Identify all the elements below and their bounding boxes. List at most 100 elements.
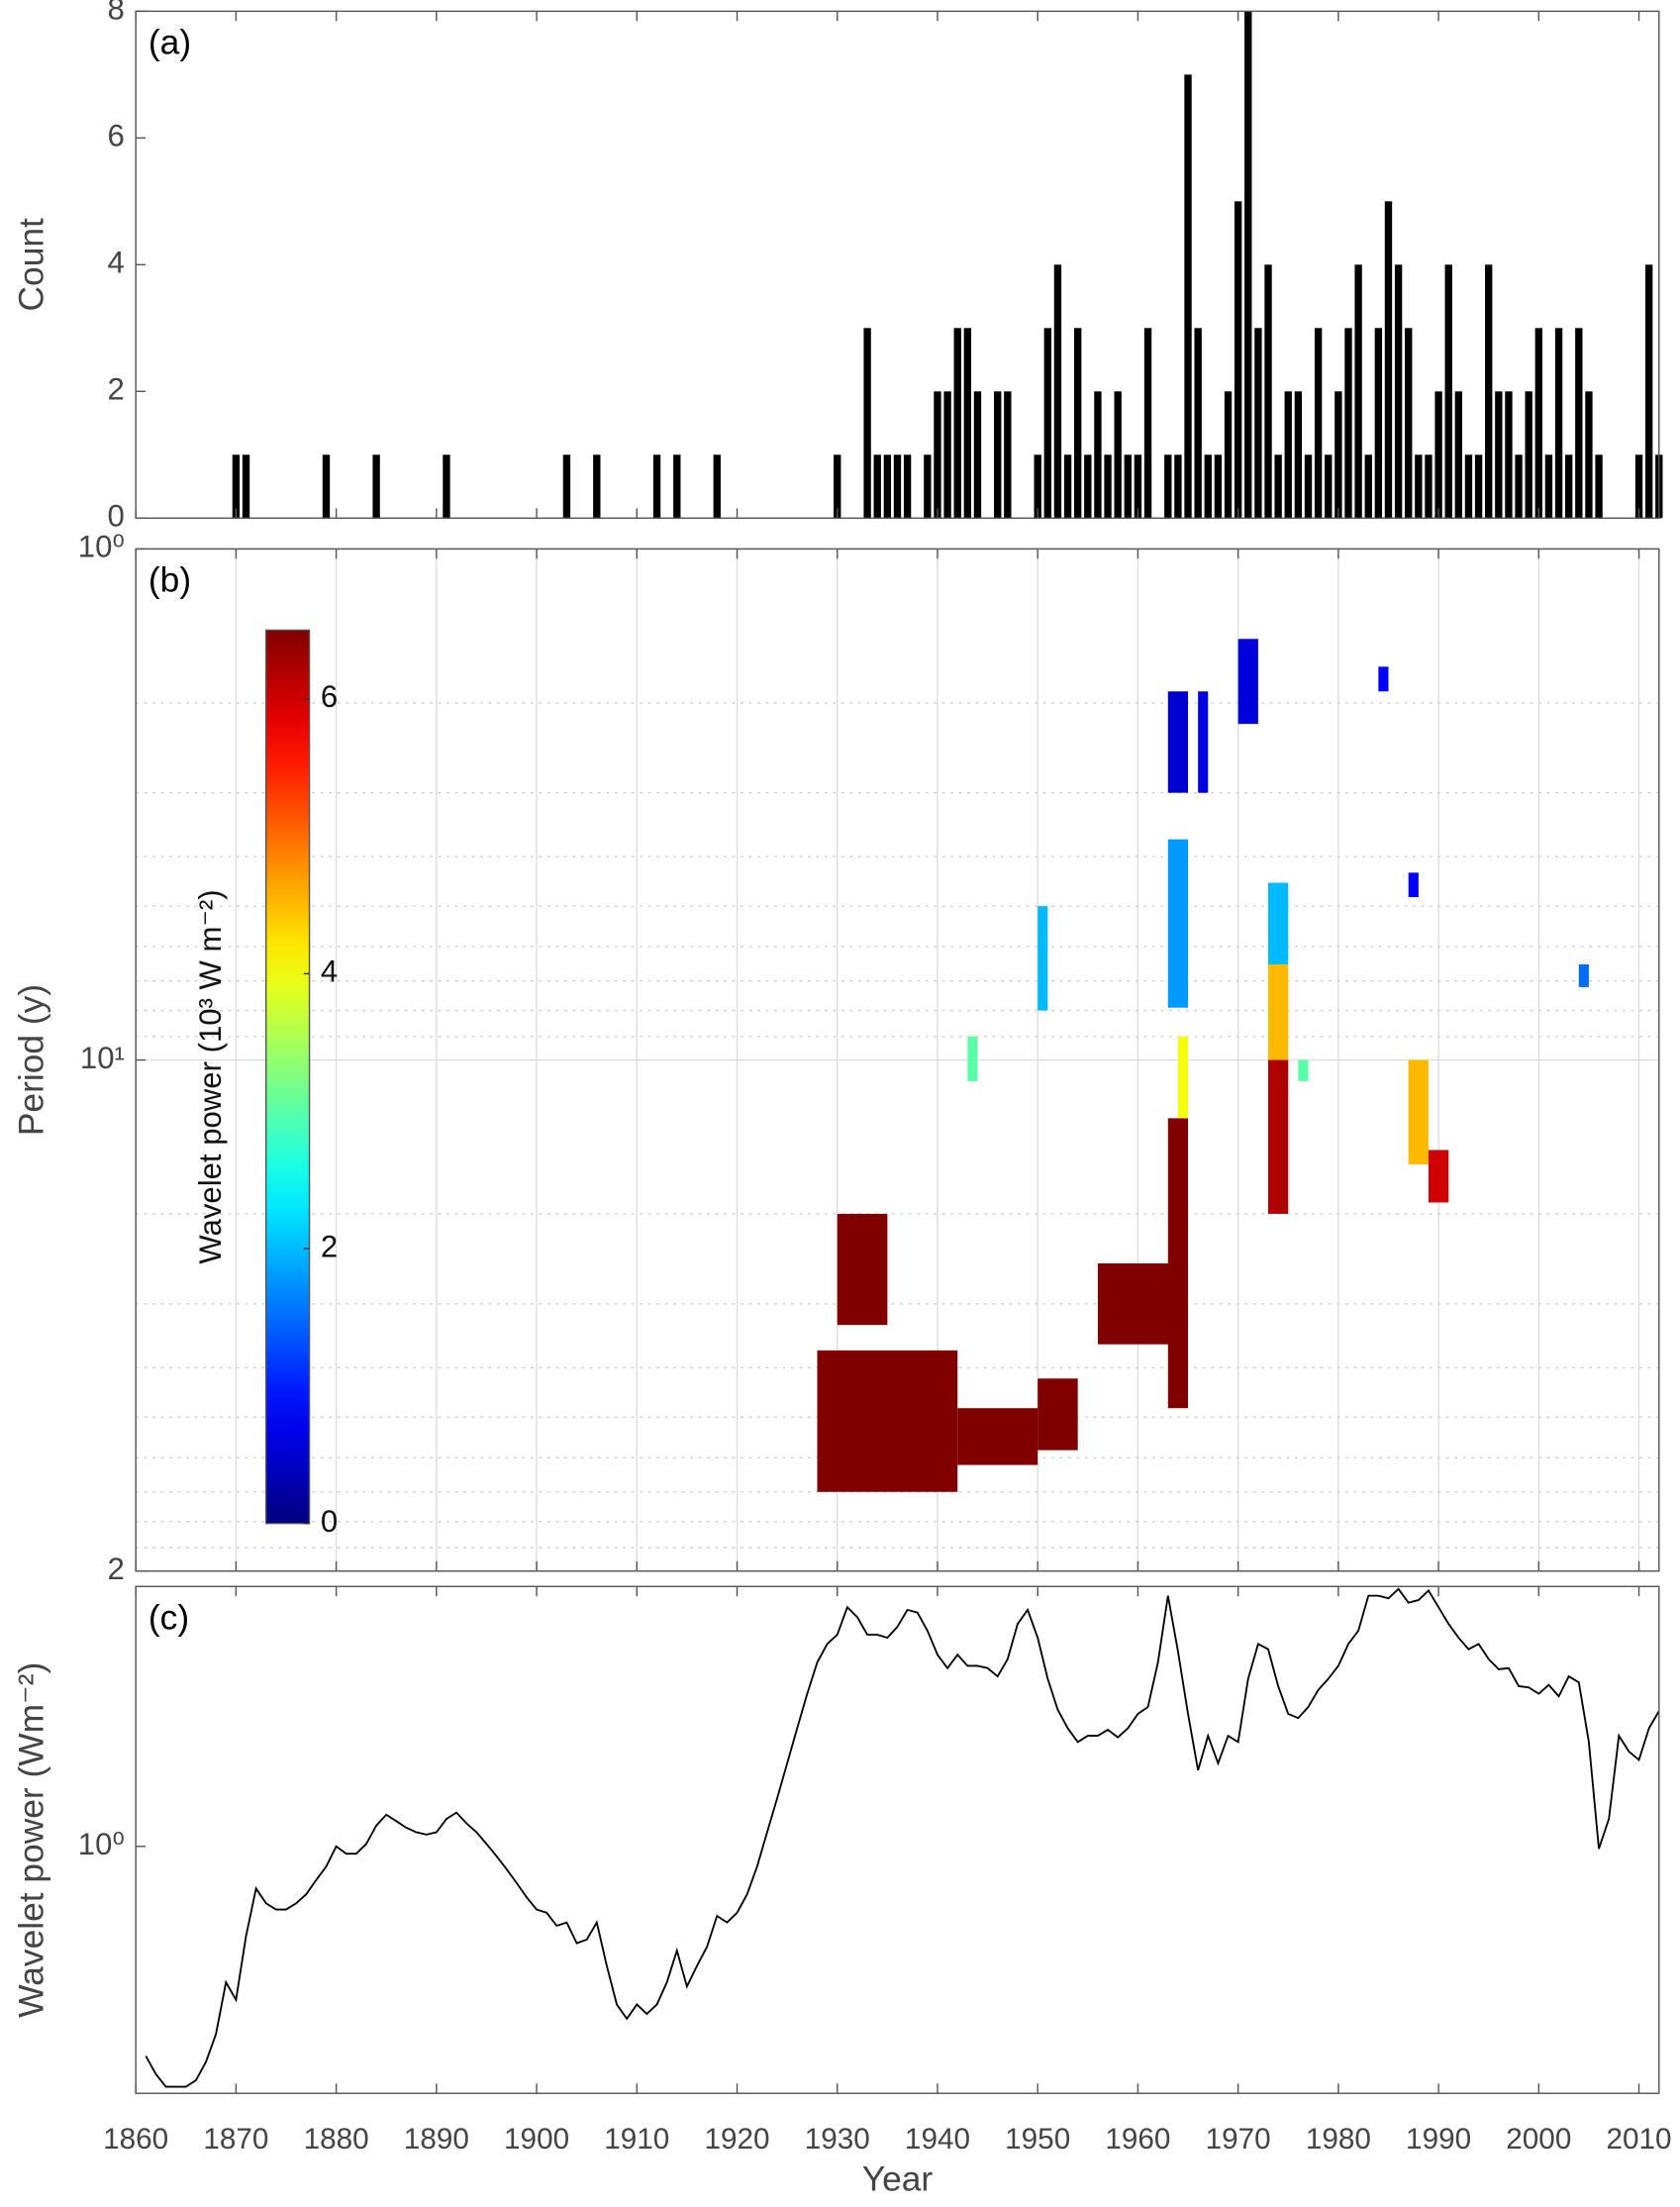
bar [924, 454, 932, 519]
x-tick-label: 1940 [905, 2123, 970, 2156]
x-tick-label: 1880 [304, 2123, 369, 2156]
bar [1405, 328, 1413, 519]
heatmap-cell [837, 1213, 888, 1326]
bar [1384, 201, 1393, 519]
bar [1334, 391, 1342, 519]
bar [1164, 454, 1172, 519]
bar [1214, 454, 1223, 519]
x-tick-label: 1960 [1105, 2123, 1170, 2156]
panel-label: (c) [148, 1599, 189, 1638]
panel-label: (b) [148, 561, 191, 600]
bar [1364, 454, 1372, 519]
bar [953, 328, 961, 519]
bar [934, 391, 941, 519]
y-tick-label: 6 [108, 119, 125, 153]
bar [1094, 391, 1102, 519]
heatmap-cell [1268, 882, 1289, 964]
bar [1274, 454, 1282, 519]
heatmap-cell [1097, 1262, 1178, 1345]
bar [903, 454, 912, 519]
y-tick-label: 10¹ [80, 1041, 125, 1075]
heatmap-cell [1268, 963, 1289, 1060]
x-tick-label: 1930 [805, 2123, 870, 2156]
bar [372, 454, 380, 519]
y-tick-label: 4 [108, 246, 125, 280]
y-tick-label: 0 [108, 499, 125, 534]
line [145, 1587, 1660, 2088]
bar [1575, 328, 1583, 519]
plot-frame [135, 1585, 1660, 2094]
bar [1554, 328, 1563, 519]
bar [443, 454, 450, 519]
heatmap-cell [1298, 1059, 1309, 1081]
y-axis-label: Wavelet power (Wm⁻²) [12, 1662, 50, 2018]
bar [1544, 454, 1553, 519]
bar [1495, 391, 1503, 519]
bar [1425, 454, 1433, 519]
x-tick-label: 2000 [1506, 2123, 1571, 2156]
bar [1063, 454, 1072, 519]
bar [593, 454, 601, 519]
bar [1525, 391, 1532, 519]
bar [1444, 264, 1452, 519]
bar [994, 391, 1002, 519]
bar [1184, 74, 1192, 519]
bar [1415, 454, 1423, 519]
bar [1244, 11, 1252, 519]
x-tick-label: 1910 [604, 2123, 669, 2156]
x-tick-label: 2010 [1607, 2123, 1672, 2156]
heatmap-cell [1428, 1150, 1449, 1203]
bar [873, 454, 881, 519]
y-axis-label: Count [12, 218, 50, 311]
colorbar-tick-label: 0 [321, 1504, 338, 1539]
x-tick-label: 1870 [203, 2123, 268, 2156]
bar [1254, 328, 1262, 519]
y-tick-label: 8 [108, 0, 125, 27]
bar [1634, 454, 1643, 519]
heatmap-cell [957, 1408, 1038, 1465]
colorbar [264, 629, 311, 1525]
bar [1595, 454, 1603, 519]
heatmap-cell [1408, 1059, 1429, 1164]
bar [1004, 391, 1012, 519]
x-tick-label: 1950 [1005, 2123, 1070, 2156]
bar [1174, 454, 1182, 519]
panel-label: (a) [148, 24, 191, 62]
heatmap-cell [1237, 639, 1258, 725]
y-tick-label: 2 [108, 372, 125, 407]
bar [1114, 391, 1122, 519]
bar [1074, 328, 1082, 519]
colorbar-tick-label: 2 [321, 1229, 338, 1263]
bar [1585, 391, 1593, 519]
bar [973, 391, 982, 519]
heatmap-cell [1408, 872, 1419, 898]
x-tick-label: 1920 [704, 2123, 769, 2156]
bar [1515, 454, 1523, 519]
bar [1034, 454, 1041, 519]
bar [1394, 264, 1403, 519]
bar [322, 454, 331, 519]
bar [1534, 328, 1542, 519]
heatmap-cell [967, 1036, 978, 1081]
bar [1084, 454, 1092, 519]
heatmap-cell [1167, 1118, 1189, 1409]
bar [1294, 391, 1303, 519]
bar [1434, 391, 1442, 519]
bar [1043, 328, 1051, 519]
bar [1143, 328, 1152, 519]
x-tick-label: 1970 [1206, 2123, 1271, 2156]
heatmap-cell [1038, 906, 1048, 1011]
bar [893, 454, 902, 519]
bar [1374, 328, 1383, 519]
bar [1325, 454, 1333, 519]
plot-frame [135, 10, 1660, 519]
x-tick-label: 1900 [504, 2123, 569, 2156]
bar [1284, 391, 1292, 519]
bar [883, 454, 892, 519]
heatmap-cell [1177, 1036, 1189, 1119]
bar [834, 454, 841, 519]
heatmap-cell [1167, 839, 1189, 1008]
heatmap-cell [1268, 1059, 1289, 1214]
